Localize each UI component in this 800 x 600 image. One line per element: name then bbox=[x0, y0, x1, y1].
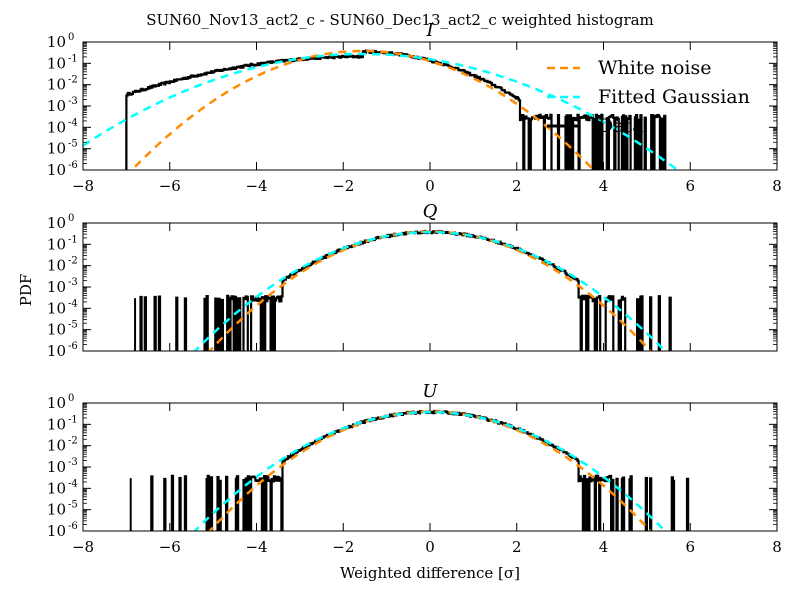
y-tick-label: 10 bbox=[47, 501, 66, 519]
y-tick-label: 10 bbox=[47, 299, 66, 317]
legend-label: Data bbox=[598, 115, 644, 137]
y-tick-exponent: -4 bbox=[68, 478, 78, 489]
y-tick-label: 10 bbox=[47, 118, 66, 136]
x-tick-label: 2 bbox=[512, 177, 522, 195]
legend-label: White noise bbox=[598, 57, 712, 79]
subplot-title: U bbox=[422, 381, 438, 402]
x-tick-label: −8 bbox=[72, 538, 94, 556]
x-tick-label: 4 bbox=[599, 177, 609, 195]
y-tick-label: 10 bbox=[47, 214, 66, 232]
y-tick-exponent: -1 bbox=[68, 53, 78, 64]
x-tick-label: 2 bbox=[512, 538, 522, 556]
y-tick-label: 10 bbox=[47, 97, 66, 115]
y-tick-label: 10 bbox=[47, 394, 66, 412]
x-tick-label: −2 bbox=[332, 177, 354, 195]
y-tick-label: 10 bbox=[47, 522, 66, 540]
x-tick-label: 4 bbox=[599, 538, 609, 556]
y-tick-exponent: 0 bbox=[68, 32, 74, 43]
y-tick-label: 10 bbox=[47, 140, 66, 158]
plot-area bbox=[129, 409, 690, 531]
x-tick-label: 8 bbox=[772, 538, 782, 556]
x-tick-label: 6 bbox=[685, 538, 695, 556]
legend: White noise Fitted Gaussian Data bbox=[547, 57, 750, 137]
plot-area bbox=[83, 49, 680, 170]
x-axis-label: Weighted difference [σ] bbox=[340, 564, 520, 582]
x-tick-label: −8 bbox=[72, 177, 94, 195]
plot-area bbox=[134, 229, 672, 351]
x-tick-label: −6 bbox=[159, 538, 181, 556]
y-tick-label: 10 bbox=[47, 54, 66, 72]
y-tick-label: 10 bbox=[47, 458, 66, 476]
fitted-gaussian-curve bbox=[83, 52, 680, 170]
y-tick-label: 10 bbox=[47, 437, 66, 455]
y-tick-exponent: 0 bbox=[68, 393, 74, 404]
data-histogram-U bbox=[129, 409, 690, 531]
y-tick-exponent: -1 bbox=[68, 414, 78, 425]
y-tick-label: 10 bbox=[47, 278, 66, 296]
data-histogram-Q bbox=[134, 229, 672, 351]
y-tick-exponent: -3 bbox=[68, 277, 78, 288]
y-tick-exponent: -3 bbox=[68, 457, 78, 468]
y-tick-exponent: 0 bbox=[68, 213, 74, 224]
x-tick-label: 8 bbox=[772, 177, 782, 195]
fitted-gaussian-curve bbox=[193, 230, 667, 351]
y-tick-label: 10 bbox=[47, 257, 66, 275]
y-tick-label: 10 bbox=[47, 33, 66, 51]
x-tick-label: 6 bbox=[685, 177, 695, 195]
y-tick-exponent: -2 bbox=[68, 75, 78, 86]
y-tick-label: 10 bbox=[47, 161, 66, 179]
white-noise-curve bbox=[130, 49, 596, 170]
x-tick-label: 0 bbox=[425, 538, 435, 556]
y-tick-exponent: -4 bbox=[68, 117, 78, 128]
y-tick-exponent: -6 bbox=[68, 160, 78, 171]
subplot-title: Q bbox=[423, 201, 438, 222]
y-tick-exponent: -4 bbox=[68, 298, 78, 309]
y-tick-label: 10 bbox=[47, 321, 66, 339]
y-tick-exponent: -5 bbox=[68, 139, 78, 150]
legend-label: Fitted Gaussian bbox=[598, 86, 750, 108]
y-axis-label: PDF bbox=[17, 274, 35, 307]
y-tick-exponent: -6 bbox=[68, 521, 78, 532]
y-tick-exponent: -1 bbox=[68, 234, 78, 245]
y-tick-label: 10 bbox=[47, 342, 66, 360]
y-tick-label: 10 bbox=[47, 235, 66, 253]
fitted-gaussian-curve bbox=[193, 410, 667, 531]
x-tick-label: −6 bbox=[159, 177, 181, 195]
x-tick-label: 0 bbox=[425, 177, 435, 195]
x-tick-label: −4 bbox=[245, 177, 267, 195]
y-tick-exponent: -5 bbox=[68, 320, 78, 331]
y-tick-exponent: -3 bbox=[68, 96, 78, 107]
y-tick-exponent: -2 bbox=[68, 436, 78, 447]
y-tick-label: 10 bbox=[47, 76, 66, 94]
x-tick-label: −2 bbox=[332, 538, 354, 556]
x-tick-label: −4 bbox=[245, 538, 267, 556]
y-tick-label: 10 bbox=[47, 415, 66, 433]
subplot-title: I bbox=[425, 20, 434, 41]
y-tick-exponent: -2 bbox=[68, 256, 78, 267]
y-tick-exponent: -6 bbox=[68, 341, 78, 352]
y-tick-exponent: -5 bbox=[68, 500, 78, 511]
figure-title: SUN60_Nov13_act2_c - SUN60_Dec13_act2_c … bbox=[146, 11, 654, 29]
y-tick-label: 10 bbox=[47, 479, 66, 497]
